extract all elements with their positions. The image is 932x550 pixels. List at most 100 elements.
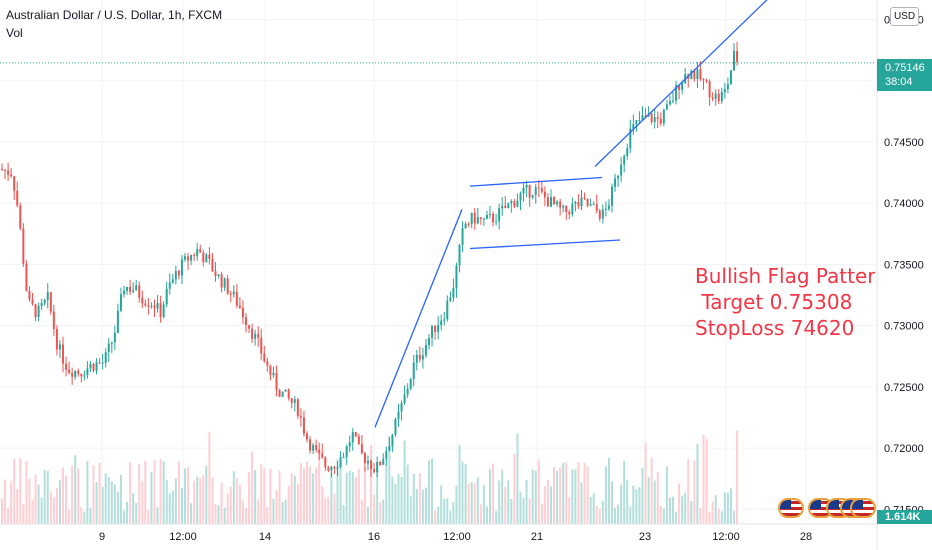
candle-body bbox=[629, 128, 632, 149]
candle-body bbox=[659, 118, 662, 124]
symbol-title[interactable]: Australian Dollar / U.S. Dollar, 1h, FXC… bbox=[6, 8, 223, 22]
volume-bar bbox=[665, 466, 668, 524]
volume-bar bbox=[251, 451, 254, 524]
volume-bar bbox=[348, 470, 351, 524]
candle-body bbox=[620, 164, 623, 176]
candle-body bbox=[479, 217, 482, 219]
volume-bar bbox=[464, 463, 467, 524]
volume-bar bbox=[446, 498, 449, 524]
volume-bar bbox=[528, 498, 531, 524]
candle-body bbox=[690, 70, 693, 79]
candle-body bbox=[656, 116, 659, 119]
candle-body bbox=[424, 345, 427, 356]
candle-body bbox=[391, 434, 394, 447]
candle-body bbox=[177, 270, 180, 276]
volume-bar bbox=[159, 458, 162, 524]
candle-body bbox=[388, 446, 391, 451]
candle-body bbox=[354, 432, 357, 437]
candle-body bbox=[135, 285, 138, 291]
candle-body bbox=[662, 109, 665, 124]
volume-bar bbox=[736, 430, 739, 524]
candle-body bbox=[565, 205, 568, 212]
volume-bar bbox=[428, 460, 430, 524]
volume-bar bbox=[479, 504, 482, 524]
candle-body bbox=[77, 370, 80, 374]
candle-body bbox=[400, 403, 403, 412]
candle-body bbox=[104, 352, 107, 363]
volume-bar bbox=[89, 507, 92, 524]
candle-body bbox=[589, 204, 592, 206]
candle-body bbox=[415, 354, 418, 363]
candle-body bbox=[473, 212, 476, 224]
volume-bar bbox=[513, 453, 516, 524]
volume-bar bbox=[290, 473, 293, 524]
candle-body bbox=[650, 113, 653, 123]
candle-body bbox=[440, 320, 443, 326]
annotation-line-3: StopLoss 74620 bbox=[695, 316, 855, 340]
volume-bar bbox=[473, 483, 476, 524]
candle-body bbox=[653, 116, 656, 123]
candle-body bbox=[571, 203, 574, 215]
volume-bar bbox=[205, 465, 208, 524]
volume-bar bbox=[586, 466, 589, 524]
volume-bar bbox=[504, 486, 507, 524]
volume-bar bbox=[52, 497, 55, 524]
candle-body bbox=[714, 93, 717, 99]
volume-bar bbox=[668, 497, 671, 524]
currency-button[interactable]: USD bbox=[890, 7, 919, 26]
volume-bar bbox=[107, 477, 110, 524]
candle-body bbox=[58, 344, 61, 350]
volume-bar bbox=[705, 439, 708, 524]
event-flag-icon[interactable] bbox=[850, 498, 876, 518]
volume-bar bbox=[540, 503, 543, 524]
candle-body bbox=[559, 201, 562, 208]
candle-body bbox=[147, 305, 150, 307]
volume-bars bbox=[1, 430, 739, 524]
candle-body bbox=[382, 459, 385, 465]
candle-body bbox=[202, 252, 205, 263]
volume-bar bbox=[309, 466, 312, 524]
volume-bar bbox=[150, 471, 153, 524]
volume-bar bbox=[733, 510, 735, 524]
volume-bar bbox=[116, 491, 119, 524]
volume-bar bbox=[113, 484, 116, 524]
candle-body bbox=[449, 297, 452, 301]
candle-body bbox=[379, 461, 382, 465]
candle-body bbox=[513, 201, 516, 207]
candle-body bbox=[501, 205, 504, 209]
candle-body bbox=[345, 446, 348, 458]
candle-body bbox=[19, 205, 22, 229]
y-tick-label: 0.73500 bbox=[884, 259, 924, 271]
volume-bar bbox=[83, 511, 86, 524]
volume-bar bbox=[281, 501, 284, 524]
volume-bar bbox=[199, 477, 202, 524]
candle-body bbox=[394, 419, 397, 435]
candle-body bbox=[95, 362, 98, 371]
candle-body bbox=[223, 278, 226, 288]
volume-bar bbox=[607, 457, 610, 524]
us-flag-icon[interactable] bbox=[778, 498, 804, 518]
candle-body bbox=[678, 85, 681, 90]
candle-body bbox=[418, 354, 421, 360]
volume-bar bbox=[723, 492, 726, 524]
volume-bar bbox=[434, 510, 437, 524]
volume-bar bbox=[187, 467, 190, 524]
candle-body bbox=[385, 450, 388, 460]
volume-bar bbox=[144, 460, 147, 524]
volume-bar bbox=[562, 462, 565, 524]
trendlines[interactable] bbox=[374, 0, 768, 428]
volume-bar bbox=[385, 463, 388, 524]
x-tick-label: 28 bbox=[800, 531, 812, 543]
volume-bar bbox=[620, 484, 623, 524]
volume-bar bbox=[156, 507, 159, 524]
volume-bar bbox=[293, 475, 296, 524]
candle-body bbox=[156, 302, 159, 309]
volume-bar bbox=[409, 495, 412, 524]
candle-body bbox=[635, 120, 638, 125]
candle-body bbox=[83, 375, 86, 377]
volume-indicator-label[interactable]: Vol bbox=[6, 26, 23, 40]
candle-body bbox=[25, 263, 28, 291]
candle-body bbox=[168, 282, 171, 289]
y-tick-label: 0.74500 bbox=[884, 137, 924, 149]
